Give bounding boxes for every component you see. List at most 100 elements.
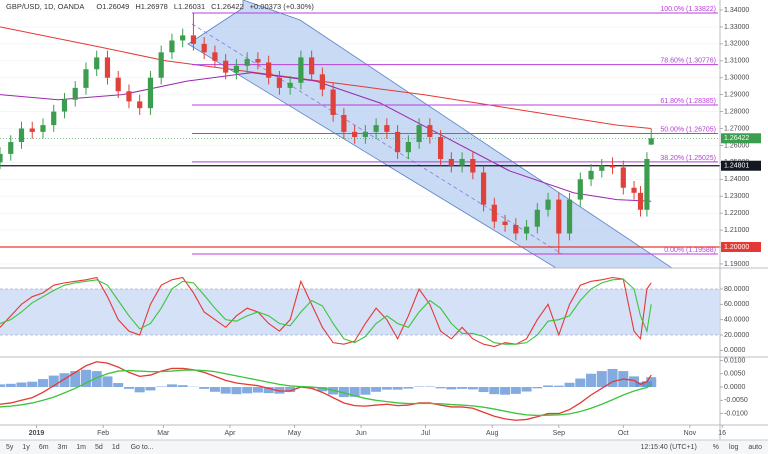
quote-value: H1.26978 [135,2,168,11]
candle-body [169,40,175,53]
candle-body [309,57,315,75]
range-button[interactable]: 1d [112,444,120,451]
candle-body [29,128,35,132]
macd-histogram-bar [123,387,134,389]
candle-body [405,142,411,153]
macd-histogram-bar [564,382,575,388]
fib-label: 78.60% (1.30776) [660,57,716,64]
macd-histogram-bar [102,376,113,388]
candle-body [566,199,573,234]
macd-histogram-bar [220,387,231,394]
y-tick-label: 1.30000 [724,75,749,82]
macd-histogram-bar [5,383,16,388]
macd-histogram-bar [70,371,81,388]
candle-body [631,187,637,193]
goto-button[interactable]: Go to... [131,444,154,451]
candle-body [40,125,46,132]
candle-body [18,128,25,143]
y-tick-label: 1.28000 [724,108,749,115]
range-button[interactable]: 3m [58,444,68,451]
candle-body [491,204,497,222]
y-tick-label: 0.0100 [724,357,746,364]
y-tick-label: -0.0050 [724,397,748,404]
range-button[interactable]: 5y [6,444,14,451]
macd-histogram-bar [27,381,38,388]
candle-body [416,125,422,143]
candle-body [115,77,121,92]
x-tick-label: 16 [718,430,726,437]
candle-body [644,158,650,210]
price-pane: 100.0% (1.33822) 78.60% (1.30776) 61.80% (… [0,0,720,268]
candle-body [448,158,454,166]
range-button[interactable]: 1m [76,444,86,451]
candle-body [287,82,293,88]
candle-body [556,199,562,234]
candle-body [212,52,218,61]
macd-histogram-bar [80,369,91,388]
macd-histogram-bar [145,387,156,391]
candle-body [588,170,594,180]
candle-body [534,209,540,227]
indicator-pane [0,361,657,421]
stoch-line [0,276,652,348]
price-tag [721,242,761,253]
range-button[interactable]: 6m [39,444,49,451]
candle-body [341,114,347,132]
candle-body [61,99,68,112]
symbol-title: GBP/USD, 1D, OANDA [6,2,84,11]
candle-body [8,142,14,154]
macd-histogram-bar [575,378,586,388]
macd-histogram-bar [349,387,360,397]
macd-histogram-bar [489,387,500,395]
candle-body [470,158,476,173]
macd-histogram-bar [199,387,210,389]
candle-body [233,65,240,73]
axis-option[interactable]: % [713,444,719,451]
y-tick-label: 0.0000 [724,384,746,391]
y-tick-label: 60.0000 [724,301,749,308]
macd-histogram-bar [317,387,328,392]
candle-body [637,192,644,210]
candle-body [72,87,78,100]
macd-histogram-bar [59,373,70,388]
macd-histogram-bar [414,386,425,388]
y-tick-label: 1.34000 [724,7,749,14]
candle-body [437,136,444,159]
macd-line [0,361,652,421]
macd-histogram-bar [16,382,27,388]
macd-line [0,369,652,417]
last-price-label: 1.26422 [724,135,749,142]
x-tick-label: Aug [486,430,499,437]
candle-body [427,125,433,137]
header: GBP/USD, 1D, OANDA O1.26049 H1.26978 L1.26… [6,2,314,11]
candle-body [180,35,186,41]
fib-label: 0.00% (1.19588) [664,247,716,254]
candle-body [577,179,583,200]
y-tick-label: 1.26000 [724,142,749,149]
macd-histogram-bar [510,387,521,394]
candle-body [158,52,164,78]
price-tag-label: 1.20000 [724,244,749,251]
toolbar-bg [0,440,768,454]
axis-option[interactable]: auto [748,444,762,451]
macd-histogram-bar [263,387,274,394]
macd-histogram-bar [91,371,102,388]
macd-histogram-bar [467,387,478,390]
candle-body [126,91,132,102]
range-button[interactable]: 5d [95,444,103,451]
range-button[interactable]: 1y [22,444,30,451]
x-tick-label: Feb [97,430,109,437]
axis-option[interactable]: log [729,444,738,451]
y-tick-label: 1.27000 [724,125,749,132]
macd-histogram-bar [435,387,446,389]
candle-body [395,131,401,153]
x-tick-label: May [288,430,302,437]
macd-histogram-bar [166,384,177,388]
macd-histogram-bar [392,387,403,390]
y-tick-label: -0.0100 [724,410,748,417]
macd-histogram-bar [285,387,296,393]
candle-body [523,226,530,234]
candle-body [513,224,519,234]
candle-body [384,125,390,132]
candle-body [223,60,229,73]
